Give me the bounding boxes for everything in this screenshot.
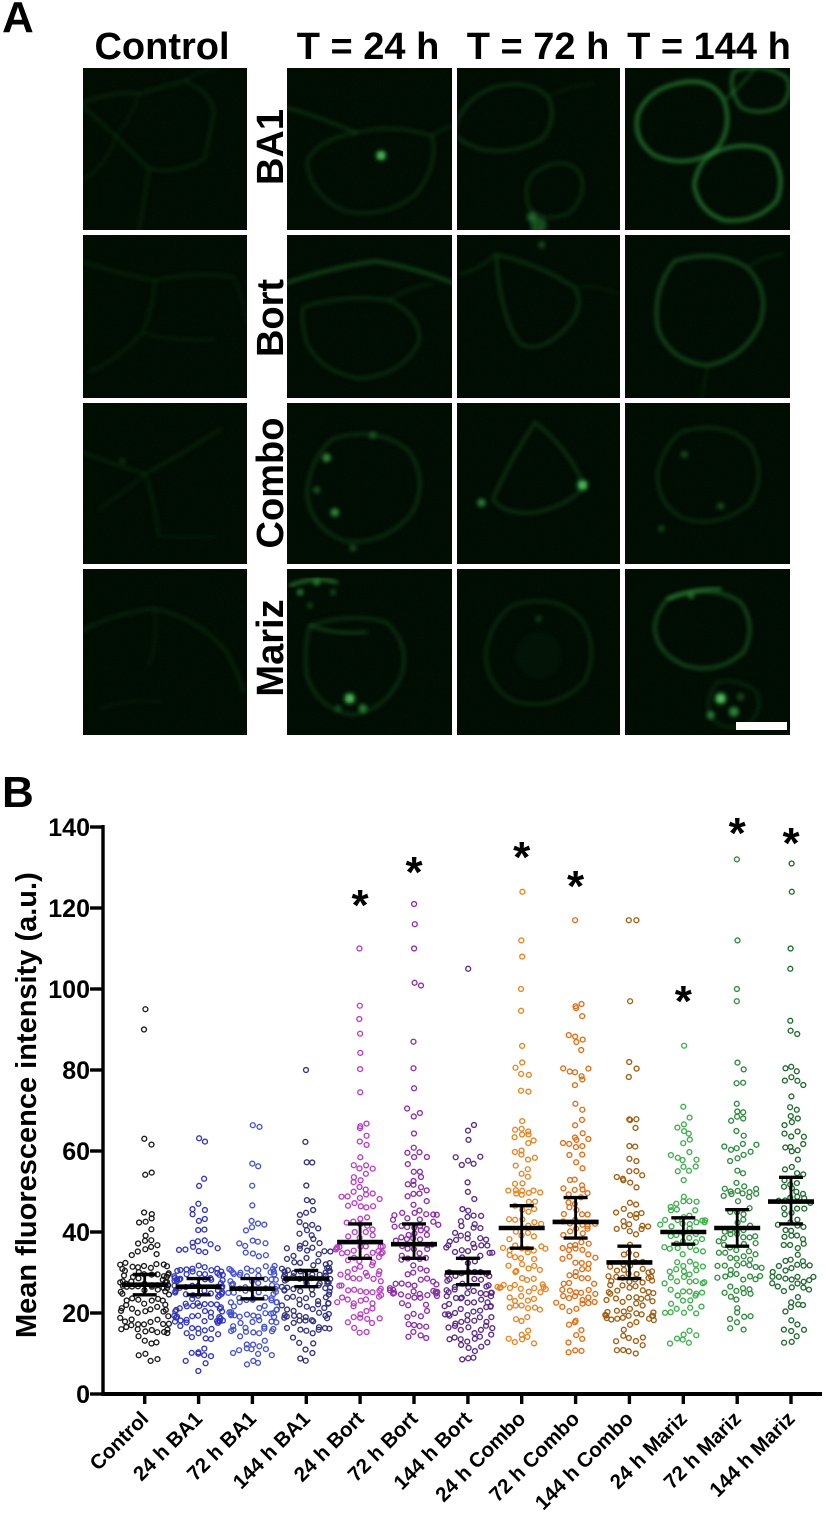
svg-text:100: 100 — [48, 976, 90, 1004]
svg-text:*: * — [513, 833, 531, 882]
svg-text:*: * — [782, 819, 800, 868]
svg-text:*: * — [352, 881, 370, 930]
svg-text:120: 120 — [48, 895, 90, 923]
svg-text:140: 140 — [48, 814, 90, 842]
svg-text:*: * — [405, 848, 423, 897]
svg-text:*: * — [675, 977, 693, 1026]
svg-text:60: 60 — [62, 1138, 90, 1166]
svg-text:Mean fluorescence intensity (a: Mean fluorescence intensity (a.u.) — [11, 872, 43, 1338]
svg-text:40: 40 — [62, 1219, 90, 1247]
svg-text:80: 80 — [62, 1057, 90, 1085]
svg-text:20: 20 — [62, 1300, 90, 1328]
svg-text:0: 0 — [76, 1381, 90, 1409]
svg-text:*: * — [729, 809, 747, 858]
svg-text:*: * — [567, 862, 585, 911]
